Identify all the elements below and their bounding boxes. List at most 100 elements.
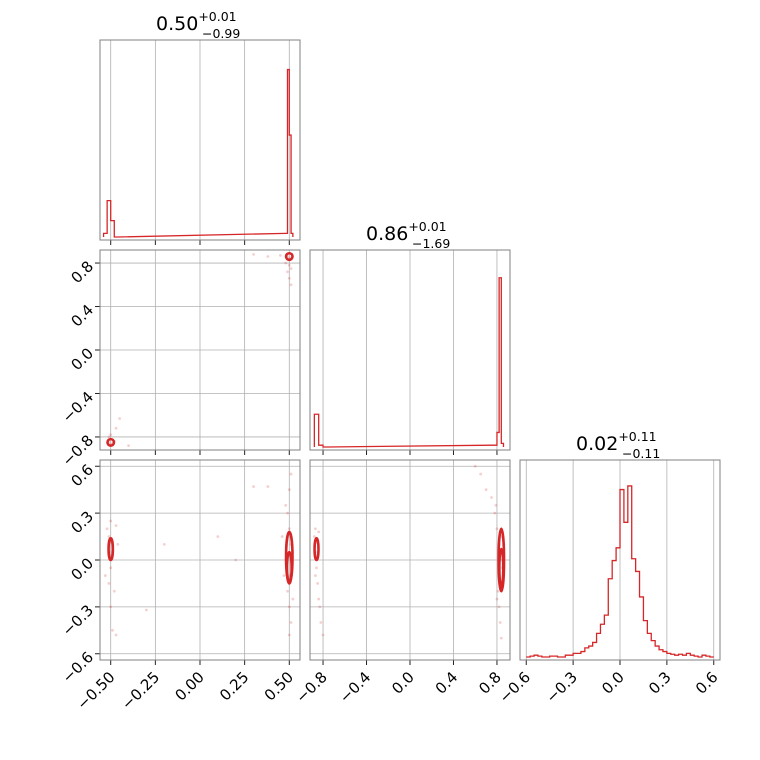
- sample-point: [114, 524, 118, 528]
- title-param-1: 0.86+0.01: [366, 219, 447, 245]
- title-value: 0.02: [576, 433, 618, 455]
- sample-point: [127, 444, 130, 448]
- title-lower-0: −0.99: [202, 26, 240, 41]
- y-tick-label: 0.0: [67, 344, 97, 374]
- x-tick-label: −0.3: [542, 668, 580, 706]
- sample-point: [252, 252, 255, 256]
- y-tick-label: 0.8: [67, 257, 97, 287]
- sample-point: [498, 621, 502, 624]
- histogram-step-1: [313, 277, 505, 448]
- sample-point: [314, 574, 317, 578]
- title-upper: +0.11: [618, 429, 656, 444]
- panel-0-0: [99, 39, 301, 245]
- sample-point: [216, 535, 220, 538]
- sample-point: [316, 582, 320, 585]
- sample-point: [287, 605, 291, 609]
- sample-point: [484, 488, 488, 492]
- sample-point: [114, 633, 118, 637]
- sample-point: [107, 435, 111, 439]
- panel-frame: [519, 459, 721, 661]
- y-tick-label: 0.3: [67, 507, 97, 537]
- sample-point: [287, 276, 291, 280]
- sample-point: [266, 485, 270, 488]
- panel-2-1: [309, 459, 511, 665]
- x-tick-label: −0.4: [336, 668, 374, 706]
- sample-point: [109, 605, 113, 609]
- y-tick-label: −0.3: [59, 601, 97, 639]
- sample-point: [145, 608, 148, 612]
- x-tick-label: 0.25: [216, 668, 252, 704]
- sample-point: [118, 417, 122, 420]
- sample-point: [315, 566, 318, 570]
- sample-point: [289, 267, 293, 270]
- sample-point: [289, 283, 293, 287]
- y-tick-label: −0.4: [59, 388, 97, 426]
- density-contour: [313, 536, 320, 562]
- x-tick-label: 0.3: [645, 668, 675, 698]
- density-contour: [285, 550, 293, 585]
- sample-point: [319, 621, 323, 624]
- density-contour: [107, 536, 115, 562]
- sample-point: [287, 263, 291, 267]
- y-tick-label: −0.6: [59, 648, 97, 686]
- x-tick-label: −0.8: [292, 668, 330, 706]
- title-upper: +0.01: [408, 219, 446, 234]
- x-tick-label: 0.0: [598, 668, 628, 698]
- title-param-2: 0.02+0.11: [576, 429, 657, 455]
- x-tick-label: 0.6: [692, 668, 722, 698]
- density-contour: [284, 251, 294, 262]
- sample-point: [116, 542, 120, 546]
- sample-point: [114, 426, 118, 430]
- y-tick-label: 0.0: [67, 554, 97, 584]
- sample-point: [291, 597, 295, 601]
- sample-point: [109, 519, 113, 523]
- sample-point: [314, 527, 317, 531]
- sample-point: [497, 605, 501, 609]
- sample-point: [162, 542, 166, 546]
- sample-point: [287, 488, 291, 492]
- panel-1-0: [95, 249, 301, 455]
- sample-point: [109, 433, 113, 437]
- sample-point: [278, 254, 282, 257]
- sample-point: [107, 582, 111, 585]
- title-value: 0.86: [366, 223, 408, 245]
- panel-1-1: [309, 249, 511, 455]
- sample-point: [289, 621, 293, 624]
- sample-point: [105, 527, 109, 531]
- x-tick-label: −0.25: [118, 668, 163, 713]
- sample-point: [284, 503, 288, 507]
- sample-point: [286, 270, 289, 274]
- panel-frame: [99, 249, 301, 451]
- sample-point: [112, 589, 116, 593]
- sample-point: [234, 558, 238, 562]
- sample-point: [266, 255, 270, 258]
- sample-point: [284, 261, 288, 265]
- histogram-step-0: [102, 68, 294, 238]
- density-contour: [498, 547, 505, 588]
- sample-point: [109, 566, 113, 570]
- histogram-step-2: [526, 485, 714, 658]
- sample-point: [289, 472, 293, 476]
- sample-point: [473, 464, 477, 468]
- x-tick-label: 0.50: [261, 668, 297, 704]
- sample-point: [103, 574, 107, 578]
- sample-point: [321, 633, 325, 637]
- sample-point: [286, 511, 289, 515]
- x-tick-label: −0.6: [496, 668, 534, 706]
- panel-2-0: [95, 459, 301, 665]
- sample-point: [280, 535, 284, 538]
- sample-point: [496, 589, 500, 593]
- panel-frame: [309, 249, 511, 451]
- sample-point: [286, 589, 289, 593]
- sample-point: [494, 503, 498, 507]
- sample-point: [495, 527, 499, 531]
- density-contour: [106, 437, 116, 447]
- title-lower-1: −1.69: [412, 236, 450, 251]
- sample-point: [499, 636, 503, 640]
- panel-frame: [99, 459, 301, 661]
- x-tick-label: 0.4: [432, 668, 462, 698]
- y-tick-label: −0.8: [59, 431, 97, 469]
- sample-point: [287, 527, 291, 531]
- panel-2-2: [519, 459, 721, 665]
